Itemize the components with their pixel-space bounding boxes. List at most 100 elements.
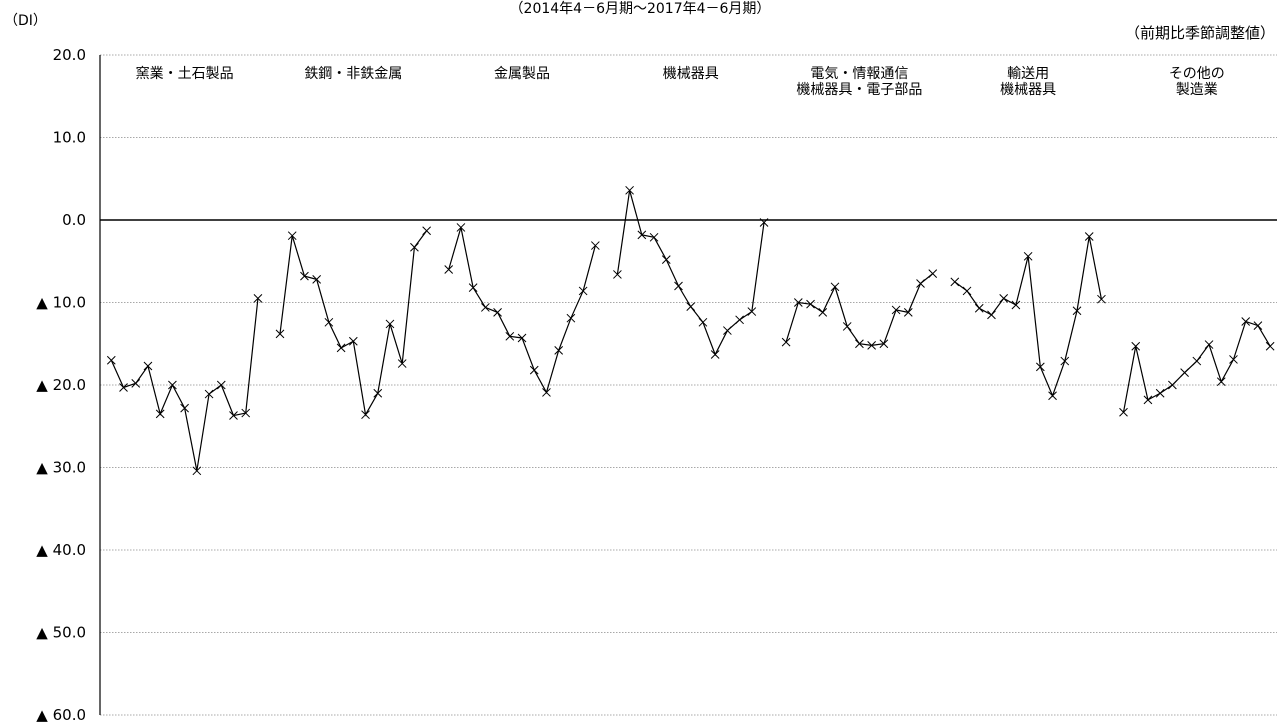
series-label: 輸送用 (1007, 66, 1049, 82)
data-point-marker (916, 279, 925, 288)
chart-title: （2014年4－6月期～2017年4－6月期） (510, 1, 771, 17)
data-point-marker (723, 326, 732, 335)
series-label: その他の (1169, 66, 1225, 82)
data-point-marker (1060, 356, 1070, 366)
y-tick-label: ▲ 60.0 (36, 706, 86, 722)
data-point-marker (348, 336, 358, 346)
adjustment-note: （前期比季節調整値） (1125, 24, 1275, 42)
data-point-marker (759, 218, 769, 227)
data-point-marker (999, 294, 1009, 303)
y-tick-label: 20.0 (53, 46, 86, 64)
series-label: 電気・情報通信 (810, 66, 908, 82)
data-point-marker (1229, 355, 1238, 364)
data-point-marker (1216, 377, 1226, 387)
data-point-marker (1155, 388, 1165, 398)
data-point-marker (891, 305, 901, 315)
series-line (279, 230, 428, 417)
data-point-marker (312, 275, 322, 284)
data-point-marker (168, 380, 177, 390)
series-line (1122, 320, 1271, 413)
data-point-marker (1204, 340, 1214, 349)
y-tick-label: 10.0 (53, 129, 86, 147)
data-point-marker (818, 308, 828, 317)
series-4 (613, 185, 769, 359)
data-point-marker (1084, 232, 1094, 241)
y-tick-label: ▲ 50.0 (36, 624, 86, 642)
data-point-marker (131, 378, 141, 388)
data-point-marker (1023, 251, 1033, 261)
gridlines (99, 54, 1277, 716)
data-point-marker (444, 265, 454, 274)
series-1 (106, 294, 263, 476)
data-point-marker (155, 409, 165, 419)
y-tick-label: ▲ 30.0 (36, 459, 86, 477)
data-point-marker (300, 271, 309, 281)
data-point-marker (1048, 391, 1057, 401)
y-tick-labels: 20.0 10.0 0.0 ▲ 10.0 ▲ 20.0 ▲ 30.0 ▲ 40.0 ▲ 50.… (36, 46, 86, 722)
data-point-marker (361, 410, 370, 420)
data-point-marker (674, 281, 683, 291)
data-point-marker (373, 388, 383, 398)
data-point-marker (1143, 395, 1153, 405)
data-point-marker (974, 303, 984, 313)
data-point-marker (1265, 341, 1275, 351)
data-point-marker (578, 286, 588, 296)
data-point-marker (324, 317, 334, 327)
data-point-marker (1035, 362, 1045, 372)
data-point-marker (987, 310, 996, 320)
data-point-marker (661, 255, 671, 264)
data-point-marker (1253, 321, 1263, 330)
data-point-marker (928, 269, 938, 278)
data-point-marker (1119, 407, 1128, 417)
data-point-marker (1072, 306, 1082, 316)
data-point-marker (216, 380, 226, 390)
data-point-marker (1131, 341, 1141, 351)
series-labels: 窯業・土石製品 鉄鋼・非鉄金属 金属製品 機械器具 電気・情報通信機械器具・電子部品輸送… (136, 65, 1225, 98)
data-point-marker (253, 294, 263, 303)
data-point-marker (735, 315, 744, 325)
data-point-marker (710, 350, 720, 359)
data-point-marker (542, 388, 551, 397)
data-point-marker (879, 339, 889, 349)
data-point-marker (397, 359, 407, 368)
data-point-marker (830, 282, 840, 292)
data-point-marker (867, 341, 876, 350)
data-point-marker (637, 230, 647, 240)
data-point-marker (180, 403, 189, 413)
data-point-marker (229, 411, 238, 420)
data-point-marker (842, 322, 852, 331)
series-line (448, 227, 596, 394)
y-tick-label: ▲ 10.0 (36, 294, 86, 312)
data-point-marker (554, 345, 564, 355)
data-point-marker (1241, 317, 1251, 326)
data-point-marker (336, 343, 346, 353)
series-label: 製造業 (1176, 82, 1218, 98)
data-point-marker (698, 317, 708, 327)
y-tick-label: ▲ 20.0 (36, 376, 86, 394)
data-point-marker (275, 329, 285, 339)
data-point-marker (649, 232, 659, 242)
y-tick-label: ▲ 40.0 (36, 541, 86, 559)
data-point-marker (962, 286, 972, 296)
data-point-marker (625, 185, 634, 195)
data-point-marker (422, 226, 431, 236)
data-point-marker (1097, 294, 1106, 304)
data-point-marker (590, 241, 600, 250)
data-point-marker (287, 231, 297, 241)
data-point-marker (505, 331, 515, 341)
data-point-marker (143, 361, 153, 371)
data-point-marker (481, 303, 490, 312)
data-point-marker (950, 277, 960, 287)
data-point-marker (1192, 356, 1202, 366)
data-point-marker (204, 389, 214, 399)
plot-area (106, 185, 1275, 476)
data-point-marker (1180, 368, 1189, 377)
data-point-marker (686, 302, 696, 311)
data-point-marker (1168, 380, 1177, 390)
data-point-marker (385, 319, 395, 329)
data-point-marker (241, 408, 251, 418)
series-line (954, 236, 1103, 398)
data-point-marker (1011, 300, 1021, 310)
series-label: 鉄鋼・非鉄金属 (304, 66, 402, 82)
